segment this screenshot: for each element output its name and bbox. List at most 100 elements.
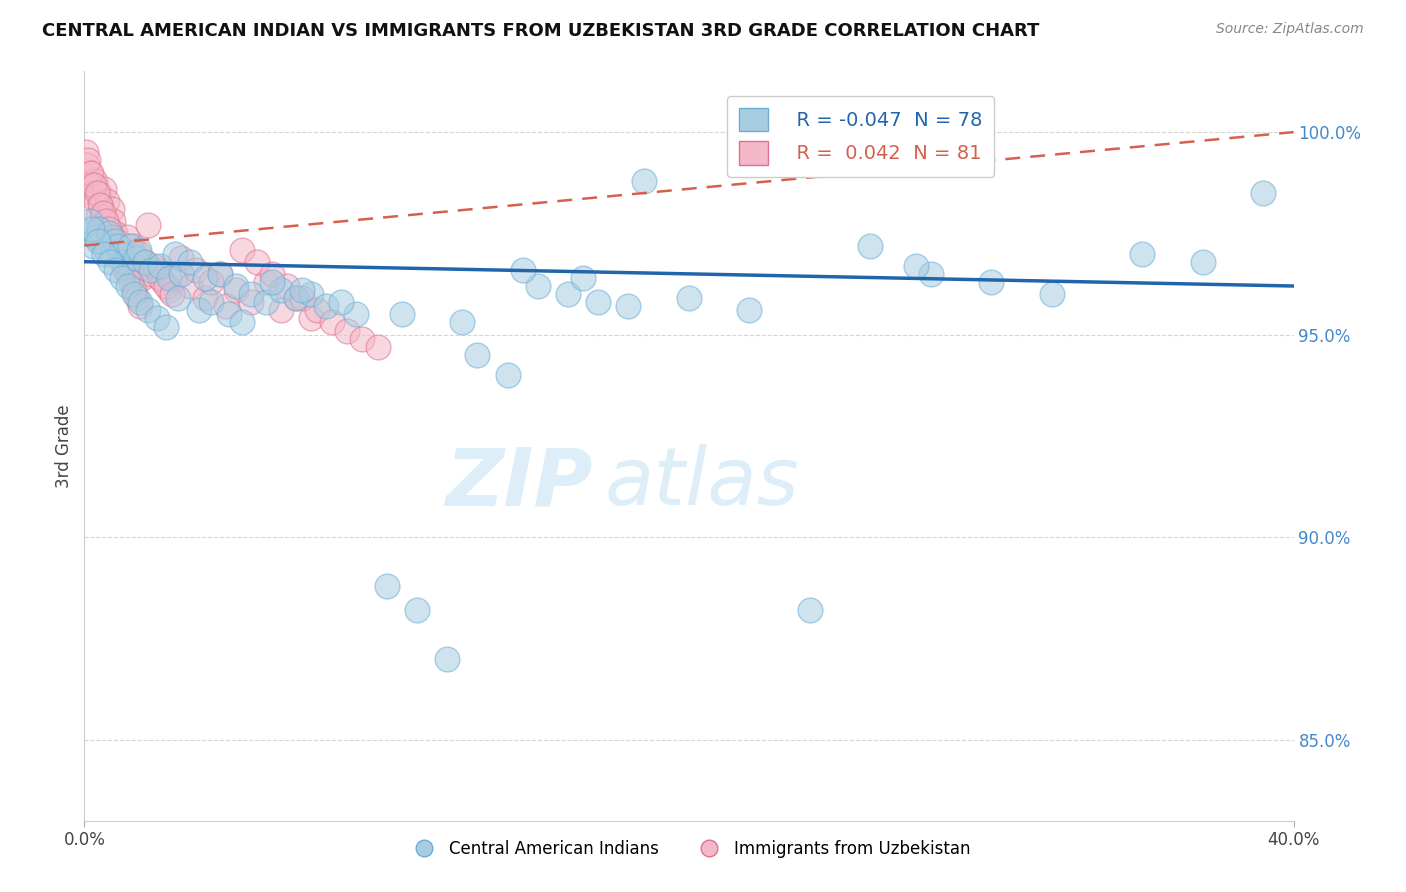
Point (94, 219, 117, 233)
Point (738, 303, 761, 318)
Point (101, 214, 124, 228)
Y-axis label: 3rd Grade: 3rd Grade (55, 404, 73, 488)
Point (170, 251, 193, 265)
Point (129, 295, 152, 310)
Point (136, 303, 159, 318)
Point (118, 254, 141, 268)
Point (86, 194, 108, 208)
Point (139, 262, 162, 277)
Point (115, 230, 138, 244)
Point (285, 291, 308, 305)
Point (155, 279, 177, 293)
Point (91, 206, 114, 220)
Point (136, 219, 159, 233)
Point (89, 198, 111, 212)
Point (96, 194, 118, 208)
Point (375, 579, 398, 593)
Point (105, 238, 128, 252)
Point (352, 332, 374, 346)
Point (239, 295, 262, 310)
Point (97, 222, 120, 236)
Point (231, 316, 253, 330)
Point (678, 291, 700, 305)
Point (200, 295, 222, 310)
Point (512, 262, 534, 277)
Point (225, 283, 247, 297)
Point (496, 368, 519, 383)
Point (121, 238, 143, 252)
Point (330, 295, 353, 310)
Point (112, 251, 135, 265)
Point (1132, 246, 1154, 260)
Point (367, 340, 389, 354)
Point (91, 210, 114, 224)
Point (89, 222, 111, 236)
Point (93, 182, 115, 196)
Point (89, 186, 111, 200)
Point (120, 275, 142, 289)
Point (131, 271, 153, 285)
Point (90, 198, 112, 212)
Point (157, 283, 180, 297)
Point (406, 603, 429, 617)
Point (80, 166, 103, 180)
Point (82, 186, 104, 200)
Point (117, 267, 139, 281)
Point (77, 227, 100, 241)
Point (104, 227, 127, 241)
Point (270, 283, 292, 297)
Point (117, 279, 139, 293)
Point (299, 311, 322, 326)
Point (87, 235, 110, 249)
Point (165, 246, 187, 260)
Point (617, 299, 640, 313)
Point (155, 319, 177, 334)
Point (100, 202, 122, 216)
Point (98, 222, 121, 236)
Point (188, 303, 211, 318)
Point (633, 174, 655, 188)
Text: atlas: atlas (605, 444, 799, 523)
Point (186, 262, 208, 277)
Point (225, 279, 247, 293)
Point (391, 307, 413, 321)
Point (107, 235, 129, 249)
Legend: Central American Indians, Immigrants from Uzbekistan: Central American Indians, Immigrants fro… (401, 833, 977, 864)
Point (167, 291, 190, 305)
Point (859, 238, 882, 252)
Point (104, 235, 127, 249)
Point (146, 262, 169, 277)
Point (128, 243, 150, 257)
Point (200, 275, 222, 289)
Point (904, 259, 927, 273)
Point (101, 230, 124, 244)
Point (86, 230, 108, 244)
Point (451, 316, 474, 330)
Point (98, 230, 121, 244)
Point (111, 254, 134, 268)
Point (527, 279, 550, 293)
Point (87, 210, 110, 224)
Text: ZIP: ZIP (444, 444, 592, 523)
Point (98, 254, 121, 268)
Point (1192, 254, 1215, 268)
Point (572, 271, 595, 285)
Point (1040, 287, 1063, 301)
Point (194, 271, 217, 285)
Point (231, 243, 253, 257)
Point (179, 279, 201, 293)
Point (152, 275, 174, 289)
Point (160, 287, 183, 301)
Point (82, 238, 104, 252)
Point (86, 186, 108, 200)
Point (83, 178, 105, 192)
Point (315, 299, 337, 313)
Point (125, 251, 148, 265)
Point (75, 145, 97, 160)
Point (93, 246, 115, 260)
Point (467, 348, 489, 362)
Point (134, 254, 156, 268)
Point (285, 291, 308, 305)
Point (321, 316, 343, 330)
Point (76, 157, 98, 171)
